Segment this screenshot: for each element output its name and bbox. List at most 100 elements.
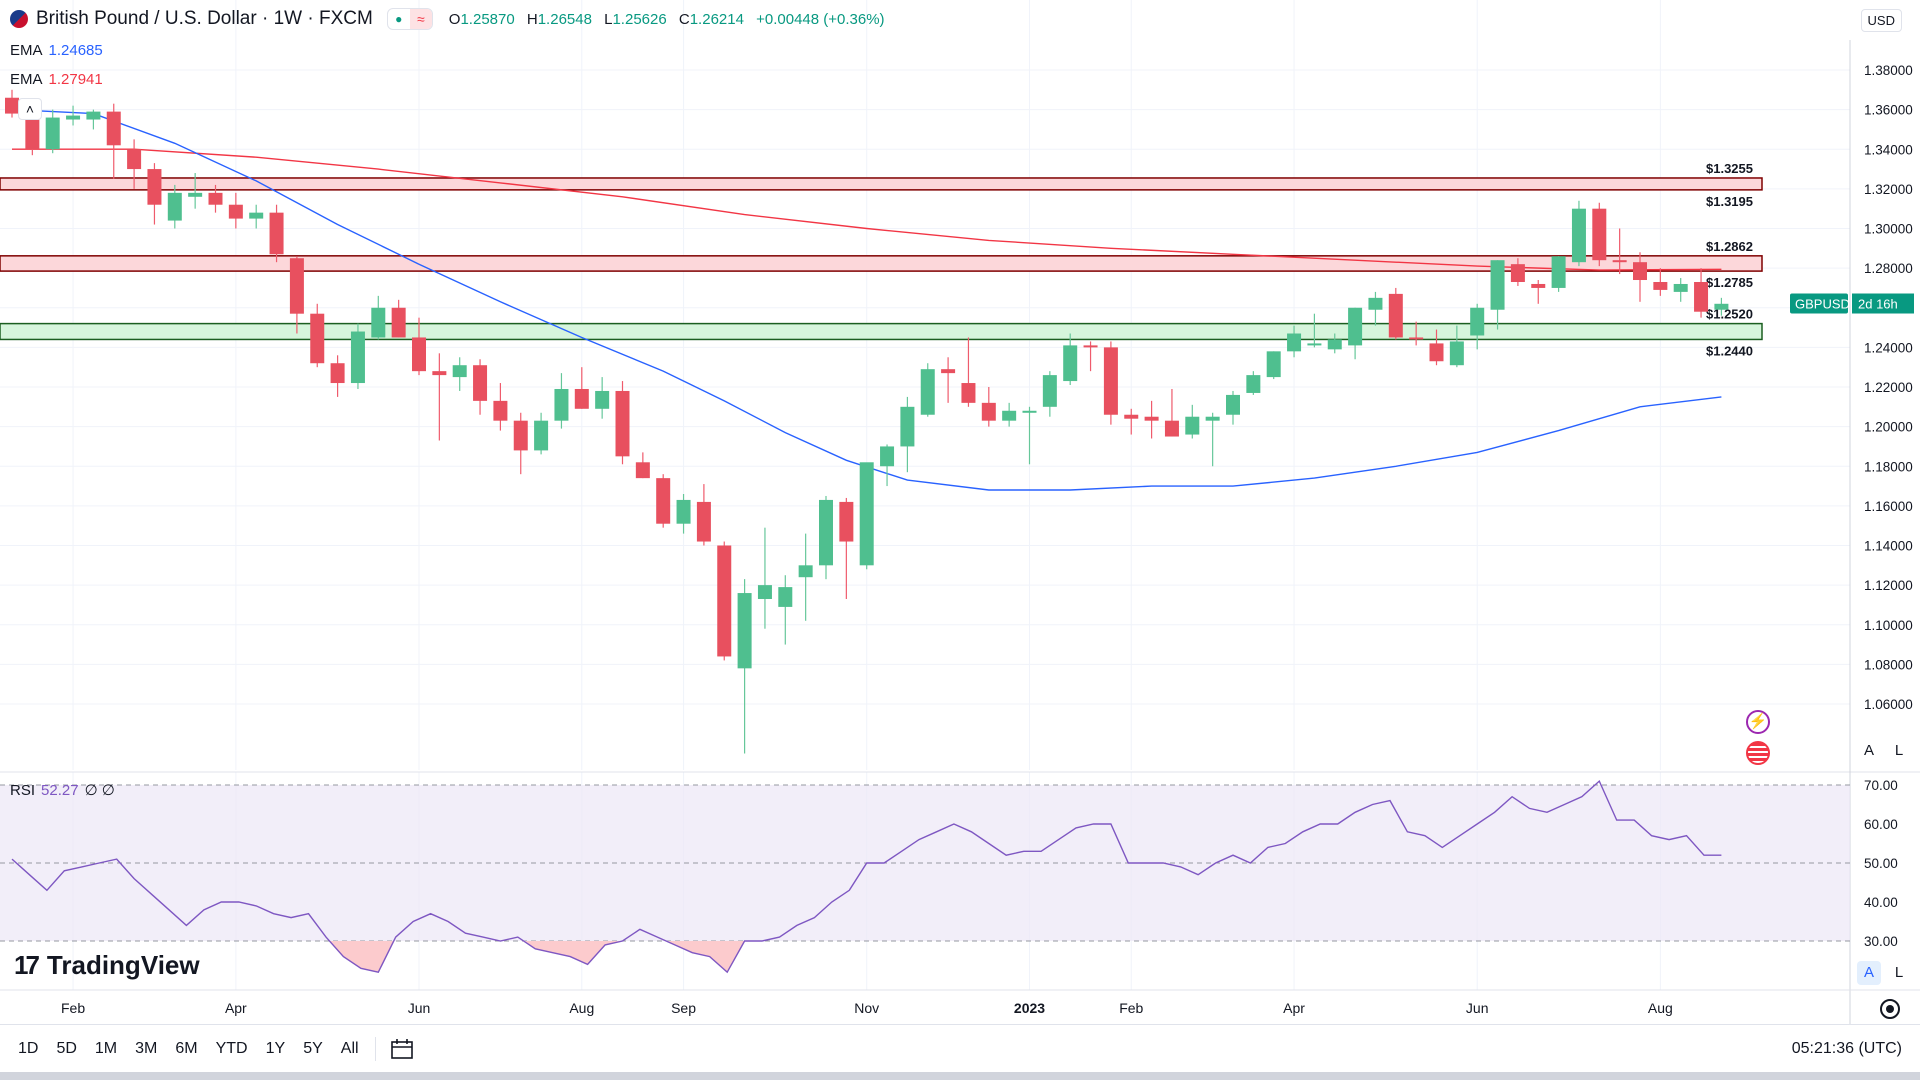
- candle: [249, 204, 264, 229]
- log-scale-button[interactable]: L: [1894, 742, 1904, 759]
- rsi-legend[interactable]: RSI 52.27 ∅ ∅: [10, 782, 115, 799]
- range-ytd[interactable]: YTD: [215, 1040, 248, 1057]
- bottom-toolbar: 1D 5D 1M 3M 6M YTD 1Y 5Y All 05:21:36 (U…: [0, 1024, 1920, 1073]
- change-value: +0.00448 (+0.36%): [756, 10, 885, 28]
- ema-fast-legend[interactable]: EMA 1.24685: [10, 42, 103, 59]
- time-tick-label: Feb: [1119, 1000, 1143, 1016]
- us-economic-event-icon[interactable]: [1746, 741, 1770, 765]
- ema-fast-line: [11, 108, 1722, 491]
- candle-body: [635, 462, 650, 479]
- rsi-auto-scale-button[interactable]: A: [1857, 961, 1881, 985]
- auto-scale-button[interactable]: A: [1863, 742, 1874, 759]
- rsi-line: [11, 779, 1722, 974]
- candle: [45, 109, 60, 154]
- candle-body: [5, 97, 19, 114]
- candle-body: [310, 313, 325, 364]
- candle-body: [412, 337, 426, 372]
- price-tick-label: 1.16000: [1864, 499, 1913, 514]
- candle: [981, 387, 996, 427]
- candle: [1633, 252, 1647, 302]
- zone-label-top-1: $1.2862: [1706, 239, 1753, 254]
- candle: [473, 359, 488, 415]
- utc-clock[interactable]: 05:21:36 (UTC): [1791, 1040, 1902, 1057]
- candle-body: [1226, 394, 1240, 415]
- candle: [412, 317, 426, 376]
- zone-label-bottom-2: $1.2440: [1706, 343, 1753, 358]
- price-tick-label: 1.24000: [1864, 340, 1913, 355]
- gbp-usd-flag-icon: [10, 10, 28, 28]
- candle: [1510, 258, 1525, 286]
- ema-slow-value: 1.27941: [48, 71, 103, 88]
- candle-body: [188, 192, 203, 197]
- candle: [1042, 371, 1057, 417]
- range-1d[interactable]: 1D: [18, 1040, 39, 1057]
- candle: [595, 377, 610, 419]
- event-lightning-icon[interactable]: ⚡: [1746, 710, 1770, 734]
- candle-body: [1185, 416, 1200, 435]
- candle-body: [1144, 416, 1159, 421]
- price-chart[interactable]: $1.3255 $1.3195 $1.2862 $1.2785 $1.2520 $1.24…: [0, 0, 1920, 1024]
- candle-body: [920, 369, 935, 415]
- candle: [1368, 291, 1383, 326]
- rsi-log-scale-button[interactable]: L: [1894, 964, 1904, 981]
- symbol-title[interactable]: British Pound / U.S. Dollar · 1W · FXCM: [36, 8, 373, 29]
- range-1y[interactable]: 1Y: [265, 1040, 286, 1057]
- tradingview-logo[interactable]: 17 TradingView: [14, 950, 200, 980]
- range-5d[interactable]: 5D: [56, 1040, 77, 1057]
- candle-body: [778, 587, 793, 607]
- candle-body: [167, 192, 182, 221]
- time-tick-label: Nov: [854, 1000, 879, 1016]
- candle-body: [1103, 347, 1118, 415]
- candle-body: [696, 501, 711, 542]
- price-tick-label: 1.32000: [1864, 182, 1913, 197]
- candle: [635, 452, 650, 479]
- candle: [839, 497, 854, 599]
- candle: [371, 295, 386, 340]
- candle: [5, 89, 19, 118]
- ema-slow-legend[interactable]: EMA 1.27941: [10, 71, 103, 88]
- settings-gear-icon[interactable]: [1880, 999, 1900, 1019]
- collapse-legend-button[interactable]: ˄: [18, 98, 42, 120]
- candle: [350, 323, 365, 389]
- candle: [1490, 260, 1505, 330]
- candle: [656, 474, 671, 528]
- candle-body: [1002, 410, 1017, 421]
- status-pill[interactable]: ● ≈: [386, 8, 433, 30]
- candle-body: [880, 446, 895, 467]
- candle: [330, 355, 345, 397]
- calendar-goto-icon[interactable]: [390, 1038, 414, 1060]
- candle: [1103, 341, 1118, 425]
- candle: [1144, 400, 1159, 439]
- ohlc-readout: O1.25870 H1.26548 L1.25626 C1.26214 +0.0…: [448, 10, 885, 28]
- rsi-pane: [0, 779, 1850, 974]
- price-tick-label: 1.30000: [1864, 222, 1913, 237]
- range-5y[interactable]: 5Y: [303, 1040, 323, 1057]
- price-tick-label: 1.38000: [1864, 63, 1913, 78]
- candle: [1226, 390, 1240, 425]
- candle-body: [981, 402, 996, 421]
- range-1m[interactable]: 1M: [94, 1040, 118, 1057]
- range-3m[interactable]: 3M: [135, 1040, 158, 1057]
- range-6m[interactable]: 6M: [175, 1040, 198, 1057]
- candle-body: [391, 307, 406, 338]
- candle: [391, 299, 406, 338]
- support-resistance-zones: $1.3255 $1.3195 $1.2862 $1.2785 $1.2520 $1.24…: [0, 161, 1763, 358]
- candle-body: [1348, 307, 1363, 346]
- price-tick-label: 1.10000: [1864, 618, 1913, 633]
- range-all[interactable]: All: [340, 1040, 359, 1057]
- candle-body: [452, 365, 467, 378]
- candle: [1714, 297, 1729, 316]
- candle: [1551, 256, 1566, 292]
- time-tick-label: Jun: [408, 1000, 431, 1016]
- candle: [1246, 371, 1261, 395]
- currency-selector[interactable]: USD: [1860, 9, 1902, 32]
- candle: [208, 184, 223, 213]
- candle-body: [289, 258, 304, 314]
- candle: [167, 184, 182, 229]
- rsi-band: [0, 785, 1850, 941]
- candle-body: [554, 388, 569, 421]
- candle-body: [1164, 420, 1179, 437]
- candle-body: [1083, 345, 1098, 348]
- candle: [574, 367, 589, 409]
- candle: [1327, 333, 1342, 354]
